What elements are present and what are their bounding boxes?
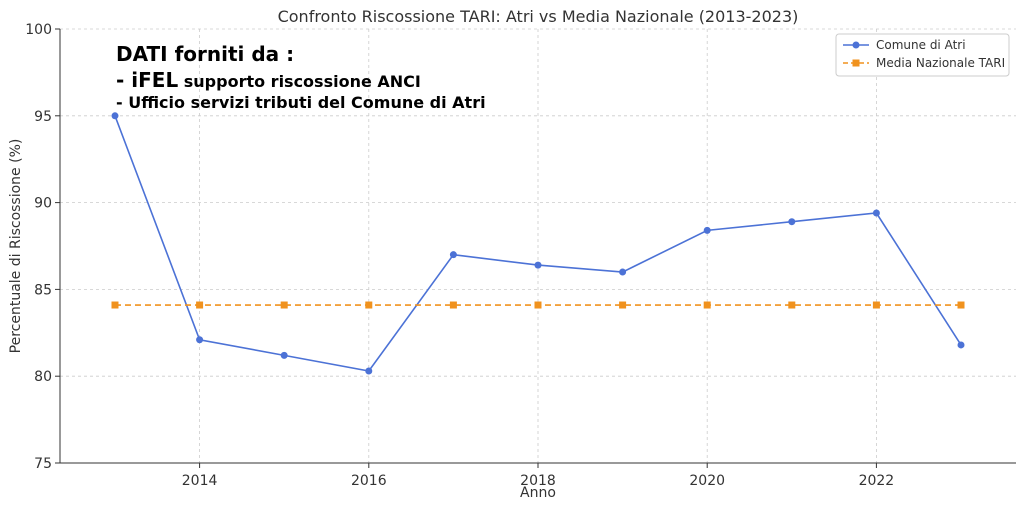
grid: [60, 28, 1016, 464]
data-point: [365, 301, 373, 309]
data-point: [534, 261, 542, 269]
data-point: [619, 268, 627, 276]
annotation-box: DATI forniti da : - iFEL supporto riscos…: [116, 42, 486, 112]
legend-marker: [852, 41, 860, 49]
series-group: [111, 112, 965, 375]
data-point: [703, 226, 711, 234]
data-point: [280, 301, 288, 309]
annotation-line-2: - Ufficio servizi tributi del Comune di …: [116, 93, 486, 112]
y-tick-label: 75: [34, 456, 52, 472]
annotation-line-1-rest: supporto riscossione ANCI: [178, 72, 421, 91]
legend-label: Media Nazionale TARI: [876, 56, 1005, 70]
chart-title: Confronto Riscossione TARI: Atri vs Medi…: [278, 7, 799, 26]
data-point: [619, 301, 627, 309]
y-tick-label: 90: [34, 196, 52, 212]
data-point: [111, 112, 119, 120]
axes: [55, 28, 1016, 468]
tick-labels: 75 80 85 90 95 100 2014 2016 2018 2020 2022: [25, 22, 894, 489]
data-point: [365, 367, 373, 375]
annotation-heading: DATI forniti da :: [116, 42, 294, 66]
y-tick-label: 80: [34, 369, 52, 385]
data-point: [872, 209, 880, 217]
data-point: [111, 301, 119, 309]
x-tick-label: 2020: [689, 473, 725, 489]
x-tick-label: 2018: [520, 473, 556, 489]
data-point: [872, 301, 880, 309]
data-point: [280, 351, 288, 359]
legend-marker: [852, 59, 860, 67]
data-point: [449, 251, 457, 259]
data-point: [957, 301, 965, 309]
y-tick-label: 95: [34, 109, 52, 125]
data-point: [703, 301, 711, 309]
y-axis-label: Percentuale di Riscossione (%): [8, 139, 24, 354]
annotation-line-1-prefix: - iFEL: [116, 68, 178, 92]
y-tick-label: 85: [34, 282, 52, 298]
data-point: [957, 341, 965, 349]
legend: Comune di Atri Media Nazionale TARI: [835, 33, 1010, 77]
legend-label: Comune di Atri: [876, 38, 966, 52]
annotation-line-1: - iFEL supporto riscossione ANCI: [116, 68, 421, 92]
data-point: [534, 301, 542, 309]
data-point: [788, 301, 796, 309]
data-point: [449, 301, 457, 309]
legend-box: [835, 33, 1010, 77]
series-line-0: [114, 115, 962, 372]
data-point: [196, 301, 204, 309]
data-point: [788, 218, 796, 226]
x-tick-label: 2016: [351, 473, 387, 489]
data-point: [196, 336, 204, 344]
x-tick-label: 2014: [182, 473, 218, 489]
y-tick-label: 100: [25, 22, 52, 38]
x-axis-label: Anno: [520, 485, 556, 501]
x-tick-label: 2022: [859, 473, 895, 489]
